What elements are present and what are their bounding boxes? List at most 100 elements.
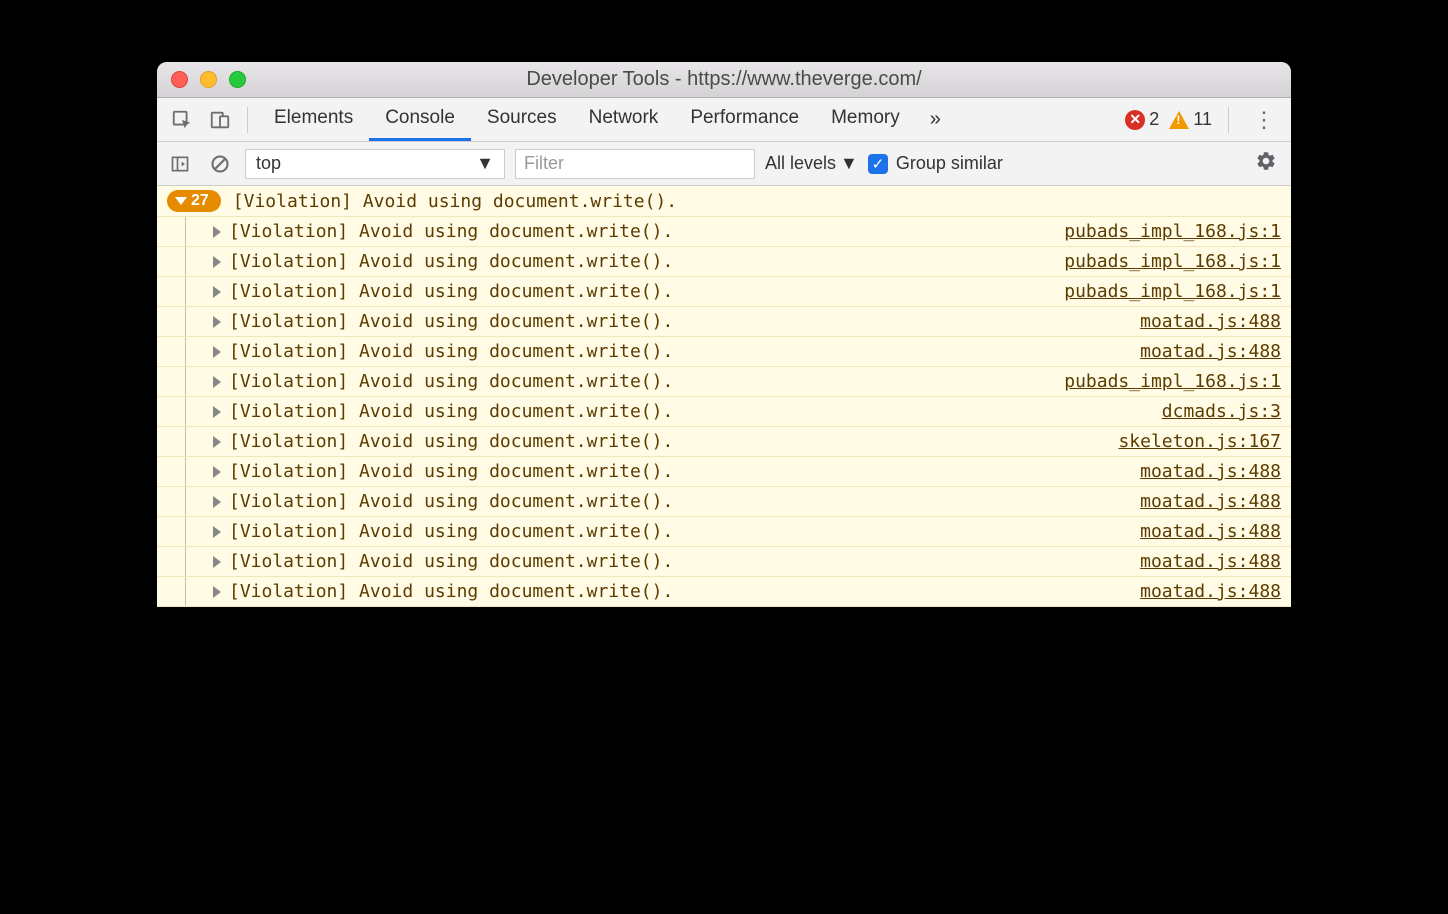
warning-count: 11 [1193, 109, 1212, 130]
log-message: [Violation] Avoid using document.write()… [229, 551, 1124, 572]
tab-console[interactable]: Console [369, 98, 471, 141]
log-row[interactable]: [Violation] Avoid using document.write()… [157, 547, 1291, 577]
log-source-link[interactable]: moatad.js:488 [1124, 461, 1281, 482]
log-source-link[interactable]: moatad.js:488 [1124, 491, 1281, 512]
separator [1228, 107, 1229, 133]
disclosure-triangle-icon[interactable] [213, 376, 221, 388]
tree-line [185, 337, 186, 366]
group-count: 27 [191, 192, 209, 210]
log-row[interactable]: [Violation] Avoid using document.write()… [157, 427, 1291, 457]
close-window-button[interactable] [171, 71, 188, 88]
chevron-down-icon: ▼ [840, 153, 858, 174]
tab-memory[interactable]: Memory [815, 98, 916, 141]
zoom-window-button[interactable] [229, 71, 246, 88]
group-similar-toggle[interactable]: ✓ Group similar [868, 153, 1003, 174]
log-source-link[interactable]: moatad.js:488 [1124, 581, 1281, 602]
tree-line [185, 397, 186, 426]
log-row[interactable]: [Violation] Avoid using document.write()… [157, 457, 1291, 487]
disclosure-triangle-icon[interactable] [213, 286, 221, 298]
disclosure-triangle-icon[interactable] [213, 226, 221, 238]
log-source-link[interactable]: skeleton.js:167 [1102, 431, 1281, 452]
error-icon: ✕ [1125, 110, 1145, 130]
tab-performance[interactable]: Performance [674, 98, 815, 141]
more-tabs-button[interactable]: » [920, 108, 951, 131]
toggle-sidebar-icon[interactable] [165, 149, 195, 179]
disclosure-triangle-icon[interactable] [213, 556, 221, 568]
log-message: [Violation] Avoid using document.write()… [229, 371, 1048, 392]
disclosure-triangle-icon[interactable] [213, 466, 221, 478]
warning-count-badge[interactable]: 11 [1169, 109, 1212, 130]
log-row[interactable]: [Violation] Avoid using document.write()… [157, 277, 1291, 307]
separator [247, 107, 248, 133]
context-selector[interactable]: top ▼ [245, 149, 505, 179]
tree-line [185, 277, 186, 306]
disclosure-triangle-icon[interactable] [213, 316, 221, 328]
tabstrip-right: ✕ 2 11 ⋮ [1125, 107, 1283, 133]
log-source-link[interactable]: moatad.js:488 [1124, 551, 1281, 572]
tab-sources[interactable]: Sources [471, 98, 573, 141]
tab-elements[interactable]: Elements [258, 98, 369, 141]
group-similar-label: Group similar [896, 153, 1003, 174]
disclosure-triangle-icon[interactable] [213, 256, 221, 268]
tree-line [185, 307, 186, 336]
tree-line [185, 457, 186, 486]
warning-icon [1169, 111, 1189, 129]
error-count-badge[interactable]: ✕ 2 [1125, 109, 1159, 130]
disclosure-triangle-icon[interactable] [213, 346, 221, 358]
log-source-link[interactable]: pubads_impl_168.js:1 [1048, 281, 1281, 302]
log-row[interactable]: [Violation] Avoid using document.write()… [157, 307, 1291, 337]
minimize-window-button[interactable] [200, 71, 217, 88]
log-row[interactable]: [Violation] Avoid using document.write()… [157, 337, 1291, 367]
log-group-header[interactable]: 27 [Violation] Avoid using document.writ… [157, 186, 1291, 217]
log-message: [Violation] Avoid using document.write()… [229, 581, 1124, 602]
log-source-link[interactable]: moatad.js:488 [1124, 311, 1281, 332]
disclosure-triangle-icon[interactable] [213, 496, 221, 508]
disclosure-triangle-icon[interactable] [213, 586, 221, 598]
log-source-link[interactable]: pubads_impl_168.js:1 [1048, 251, 1281, 272]
log-row[interactable]: [Violation] Avoid using document.write()… [157, 517, 1291, 547]
log-row[interactable]: [Violation] Avoid using document.write()… [157, 487, 1291, 517]
log-message: [Violation] Avoid using document.write()… [229, 521, 1124, 542]
tab-network[interactable]: Network [573, 98, 675, 141]
more-options-button[interactable]: ⋮ [1245, 107, 1283, 133]
log-source-link[interactable]: pubads_impl_168.js:1 [1048, 221, 1281, 242]
chevron-down-icon: ▼ [476, 153, 494, 174]
log-message: [Violation] Avoid using document.write()… [229, 491, 1124, 512]
log-row[interactable]: [Violation] Avoid using document.write()… [157, 217, 1291, 247]
log-source-link[interactable]: moatad.js:488 [1124, 341, 1281, 362]
devtools-window: Developer Tools - https://www.theverge.c… [157, 62, 1291, 607]
disclosure-triangle-icon[interactable] [213, 526, 221, 538]
group-count-badge: 27 [167, 190, 221, 212]
log-source-link[interactable]: pubads_impl_168.js:1 [1048, 371, 1281, 392]
titlebar: Developer Tools - https://www.theverge.c… [157, 62, 1291, 98]
console-output: 27 [Violation] Avoid using document.writ… [157, 186, 1291, 607]
disclosure-triangle-icon[interactable] [213, 406, 221, 418]
log-message: [Violation] Avoid using document.write()… [229, 221, 1048, 242]
inspect-element-icon[interactable] [165, 103, 199, 137]
log-message: [Violation] Avoid using document.write()… [229, 281, 1048, 302]
console-toolbar: top ▼ All levels ▼ ✓ Group similar [157, 142, 1291, 186]
log-row[interactable]: [Violation] Avoid using document.write()… [157, 367, 1291, 397]
log-levels-selector[interactable]: All levels ▼ [765, 153, 858, 174]
tree-line [185, 217, 186, 246]
tree-line [185, 517, 186, 546]
group-message: [Violation] Avoid using document.write()… [233, 191, 677, 212]
log-row[interactable]: [Violation] Avoid using document.write()… [157, 577, 1291, 607]
log-row[interactable]: [Violation] Avoid using document.write()… [157, 397, 1291, 427]
filter-input[interactable] [515, 149, 755, 179]
disclosure-triangle-icon[interactable] [213, 436, 221, 448]
log-message: [Violation] Avoid using document.write()… [229, 461, 1124, 482]
log-message: [Violation] Avoid using document.write()… [229, 341, 1124, 362]
device-toolbar-icon[interactable] [203, 103, 237, 137]
log-source-link[interactable]: dcmads.js:3 [1146, 401, 1281, 422]
log-row[interactable]: [Violation] Avoid using document.write()… [157, 247, 1291, 277]
console-settings-icon[interactable] [1255, 150, 1283, 178]
log-message: [Violation] Avoid using document.write()… [229, 431, 1102, 452]
log-message: [Violation] Avoid using document.write()… [229, 401, 1146, 422]
checkbox-checked-icon: ✓ [868, 154, 888, 174]
log-source-link[interactable]: moatad.js:488 [1124, 521, 1281, 542]
clear-console-icon[interactable] [205, 149, 235, 179]
levels-label: All levels [765, 153, 836, 174]
context-value: top [256, 153, 281, 174]
log-message: [Violation] Avoid using document.write()… [229, 251, 1048, 272]
